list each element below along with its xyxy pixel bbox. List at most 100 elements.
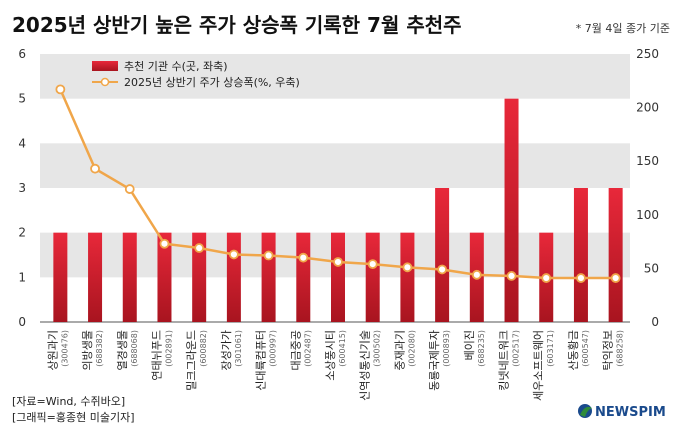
y-right-tick-label: 150 <box>636 154 659 168</box>
bar <box>331 232 345 322</box>
y-right-tick-label: 200 <box>636 101 659 115</box>
x-tick-code: (600882) <box>199 330 208 367</box>
x-tick-label: 연태뉘푸드 <box>150 330 163 381</box>
brand-logo-leaf <box>580 406 592 417</box>
brand-name: NEWSPIM <box>595 405 666 420</box>
bar <box>88 232 103 322</box>
line-point <box>471 269 482 280</box>
x-tick-label: 소상풍시티 <box>324 330 337 381</box>
x-tick-label: 산동황금 <box>567 330 580 370</box>
x-tick-code: (688068) <box>130 330 139 367</box>
chart-note: * 7월 4일 종가 기준 <box>576 21 670 35</box>
y-right-tick-label: 0 <box>651 315 659 329</box>
bar <box>53 232 68 322</box>
chart-title: 2025년 상반기 높은 주가 상승폭 기록한 7월 추천주 <box>12 13 462 37</box>
source-note: [자료=Wind, 수쥐바오] <box>12 395 125 408</box>
legend-bar-swatch <box>92 61 118 71</box>
x-tick-label: 장성가가 <box>220 330 233 370</box>
x-tick-code: (300502) <box>373 330 382 367</box>
x-tick-label: 탁익정보 <box>602 330 615 370</box>
x-tick-label: 신역성통신기술 <box>359 330 372 401</box>
y-left-tick-label: 6 <box>18 47 26 61</box>
x-tick-code: (688235) <box>477 330 486 367</box>
x-tick-code: (000997) <box>269 330 278 367</box>
x-tick-code: (603171) <box>546 330 555 367</box>
x-tick-code: (600547) <box>581 330 590 367</box>
bar <box>192 232 207 322</box>
x-tick-label: 신대륙컴퓨터 <box>255 330 268 391</box>
line-point <box>333 257 343 267</box>
line-point <box>298 252 309 263</box>
x-tick-label: 베이진 <box>463 330 476 360</box>
y-left-tick-label: 1 <box>18 270 26 284</box>
line-point <box>506 271 517 281</box>
x-tick-code: (688382) <box>95 330 104 367</box>
bar <box>261 232 276 322</box>
line-point <box>576 273 586 283</box>
bar <box>435 188 450 322</box>
line-point <box>541 273 552 283</box>
line-point <box>159 238 170 249</box>
x-tick-label: 중재과기 <box>393 330 406 370</box>
grid-band <box>40 54 630 99</box>
x-tick-label: 동룡국제투자 <box>428 330 441 391</box>
x-tick-code: (002891) <box>164 330 173 367</box>
x-tick-code: (002080) <box>407 330 416 367</box>
x-tick-code: (688258) <box>616 330 625 367</box>
bar <box>122 232 137 322</box>
brand-logo: NEWSPIM <box>578 404 666 420</box>
y-left-tick-label: 3 <box>18 181 26 195</box>
x-tick-code: (300476) <box>60 330 69 367</box>
x-tick-label: 열경생물 <box>116 330 129 370</box>
x-tick-label: 상원과기 <box>46 330 59 370</box>
x-tick-code: (600415) <box>338 330 347 367</box>
line-point <box>610 273 621 283</box>
y-axis-right: 0 50 100 150 200 250 <box>636 47 659 329</box>
legend-line-label: 2025년 상반기 주가 상승폭(%, 우축) <box>124 76 300 89</box>
legend-line-marker <box>100 77 110 87</box>
grid-band <box>40 143 630 188</box>
line-point <box>90 163 100 174</box>
legend: 추천 기관 수(곳, 좌축) 2025년 상반기 주가 상승폭(%, 우축) <box>92 59 300 89</box>
x-tick-code: (002487) <box>303 330 312 367</box>
bar <box>365 232 380 322</box>
y-right-tick-label: 50 <box>644 261 659 275</box>
bar <box>504 98 519 323</box>
y-right-tick-label: 100 <box>636 208 659 222</box>
bar <box>296 232 311 322</box>
line-point <box>402 262 413 273</box>
y-left-tick-label: 4 <box>18 136 26 150</box>
bar <box>573 188 588 322</box>
line-point <box>124 184 135 194</box>
y-axis-left: 0 1 2 3 4 5 6 <box>18 47 26 329</box>
bar <box>400 232 415 322</box>
credit-note: [그래픽=홍종현 미술기자] <box>12 410 135 424</box>
x-tick-code: (002517) <box>512 330 521 367</box>
y-left-tick-label: 5 <box>18 92 26 106</box>
x-tick-label: 세우소프트웨어 <box>532 330 545 401</box>
line-point <box>437 264 448 275</box>
x-axis-labels: 상원과기 (300476) 의방생물 (688382) 열경생물 (688068) 연태뉘푸… <box>46 330 624 401</box>
x-tick-label: 의방생물 <box>81 330 94 370</box>
y-right-tick-label: 250 <box>636 47 659 61</box>
x-tick-label: 킹넷네트워크 <box>498 330 511 391</box>
y-left-tick-label: 0 <box>18 315 26 329</box>
legend-bar-label: 추천 기관 수(곳, 좌축) <box>124 59 228 73</box>
x-tick-code: (301061) <box>234 330 243 367</box>
bar <box>608 188 623 322</box>
x-tick-label: 대금중공 <box>289 330 302 370</box>
line-point <box>55 84 66 95</box>
x-tick-code: (000893) <box>442 330 451 367</box>
bar <box>157 232 172 322</box>
line-series <box>55 84 621 283</box>
line-point <box>228 249 239 260</box>
line-point <box>367 259 378 270</box>
y-left-tick-label: 2 <box>18 226 26 240</box>
bar <box>226 232 241 322</box>
line-point <box>263 250 274 261</box>
x-tick-label: 밀크그라운드 <box>185 330 198 391</box>
bar-series <box>53 98 623 323</box>
line-point <box>194 243 205 253</box>
